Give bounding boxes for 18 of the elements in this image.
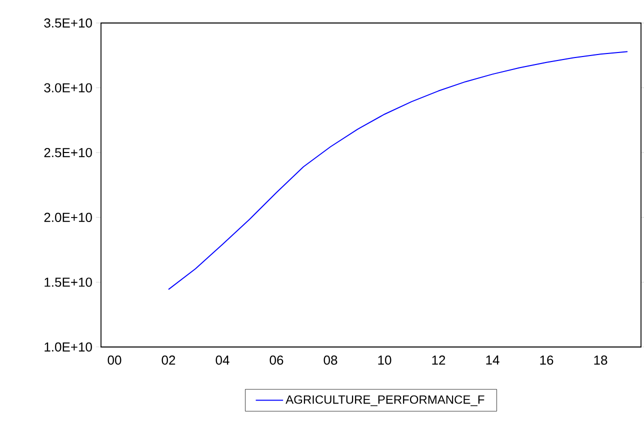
x-tick-label: 02 [162,356,176,365]
legend-label: AGRICULTURE_PERFORMANCE_F [286,395,484,406]
x-tick-label: 04 [216,356,230,365]
x-tick-label: 06 [270,356,284,365]
y-tick-label: 2.5E+10 [44,148,92,158]
x-tick-label: 16 [540,356,554,365]
x-tick-label: 18 [594,356,608,365]
y-tick-label: 2.0E+10 [44,212,92,222]
x-tick-label: 10 [378,356,392,365]
y-tick-label: 3.0E+10 [44,83,92,92]
y-tick-label: 1.5E+10 [44,278,92,287]
x-tick-label: 08 [324,356,338,365]
y-tick-label: 1.0E+10 [44,342,92,352]
x-tick-label: 14 [486,356,500,364]
x-tick-label: 00 [108,356,122,365]
x-tick-label: 12 [432,356,446,365]
y-tick-label: 3.5E+10 [44,18,92,28]
line-series [168,51,628,290]
